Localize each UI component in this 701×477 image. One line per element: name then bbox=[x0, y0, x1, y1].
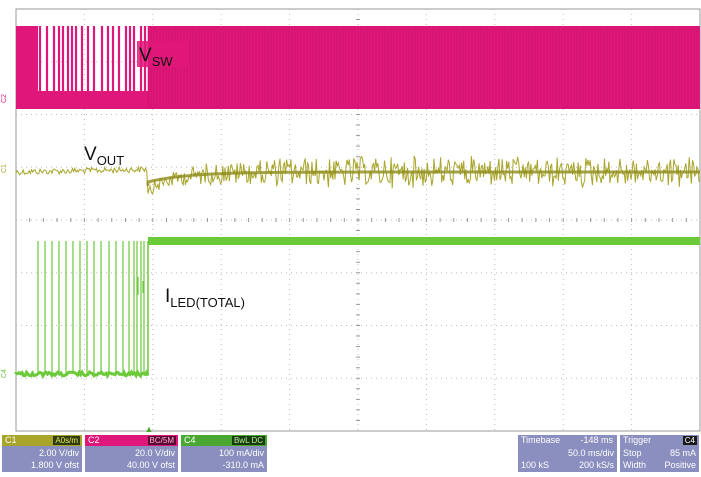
c1-header: C1 A0s/m bbox=[2, 435, 82, 446]
timebase-label: Timebase bbox=[521, 435, 561, 445]
timebase-header: Timebase -148 ms bbox=[518, 435, 617, 446]
center-ticks bbox=[15, 8, 701, 432]
trigger-body: Stop 85 mA Width Positive bbox=[620, 446, 699, 472]
trigger-position-icon: ▲ bbox=[145, 424, 154, 434]
c4-name: C4 bbox=[184, 435, 196, 445]
iled-trace-high bbox=[148, 237, 700, 245]
trigger-tag: C4 bbox=[682, 436, 697, 445]
marker-c1: C1 bbox=[1, 164, 8, 173]
c2-name: C2 bbox=[88, 435, 100, 445]
series-labels: VSW VOUT ILED(TOTAL) bbox=[84, 41, 245, 310]
label-iled: ILED(TOTAL) bbox=[165, 286, 245, 310]
trigger-type-label: Width bbox=[623, 460, 647, 470]
traces bbox=[14, 26, 700, 380]
iled-trace-ringing bbox=[133, 277, 144, 295]
c4-tag: BwL DC bbox=[231, 436, 265, 445]
iled-trace-pulses bbox=[37, 241, 145, 374]
c4-body: 100 mA/div -310.0 mA bbox=[181, 446, 267, 472]
timebase-panel: Timebase -148 ms 50.0 ms/div 100 kS 200 k… bbox=[518, 435, 617, 473]
c4-header: C4 BwL DC bbox=[181, 435, 267, 446]
timebase-value: -148 ms bbox=[580, 435, 613, 445]
c1-body: 2.00 V/div 1.800 V ofst bbox=[2, 446, 82, 472]
grid bbox=[15, 8, 701, 432]
vsw-trace-start bbox=[16, 26, 38, 109]
c1-tag: A0s/m bbox=[53, 436, 80, 445]
vout-trace-mean bbox=[146, 170, 700, 186]
trigger-type-value: Positive bbox=[664, 460, 696, 470]
timebase-body: 50.0 ms/div 100 kS 200 kS/s bbox=[518, 446, 617, 472]
c2-tag: BC/5M bbox=[147, 436, 176, 445]
c1-name: C1 bbox=[5, 435, 17, 445]
c2-body: 20.0 V/div 40.00 V ofst bbox=[85, 446, 178, 472]
trigger-header: Trigger C4 bbox=[620, 435, 699, 446]
trigger-mode-label: Stop bbox=[623, 448, 642, 458]
trigger-mode-value: 85 mA bbox=[669, 448, 696, 458]
vsw-trace-texture bbox=[147, 26, 698, 109]
iled-trace-low bbox=[14, 368, 150, 380]
c4-panel: C4 BwL DC 100 mA/div -310.0 mA bbox=[181, 435, 267, 473]
c2-header: C2 BC/5M bbox=[85, 435, 178, 446]
c4-scale: 100 mA/div bbox=[218, 448, 264, 458]
c1-panel: C1 A0s/m 2.00 V/div 1.800 V ofst bbox=[2, 435, 82, 473]
c1-offset: 1.800 V ofst bbox=[30, 460, 79, 470]
timebase-samples: 100 kS bbox=[521, 460, 550, 470]
c1-scale: 2.00 V/div bbox=[38, 448, 79, 458]
vsw-trace-burst bbox=[38, 26, 147, 109]
trigger-label: Trigger bbox=[623, 435, 652, 445]
timebase-rate: 200 kS/s bbox=[578, 460, 614, 470]
marker-c4: C4 bbox=[1, 369, 8, 378]
c2-panel: C2 BC/5M 20.0 V/div 40.00 V ofst bbox=[85, 435, 178, 473]
label-vout: VOUT bbox=[84, 144, 124, 168]
marker-c2: C2 bbox=[1, 94, 8, 103]
c4-offset: -310.0 mA bbox=[222, 460, 264, 470]
c2-scale: 20.0 V/div bbox=[134, 448, 175, 458]
c2-offset: 40.00 V ofst bbox=[126, 460, 175, 470]
timebase-div: 50.0 ms/div bbox=[567, 448, 614, 458]
trigger-panel: Trigger C4 Stop 85 mA Width Positive bbox=[620, 435, 699, 473]
label-vsw-bg bbox=[137, 41, 189, 67]
channel-markers: C2 C1 C4 ▲ bbox=[1, 94, 153, 434]
vout-trace bbox=[15, 155, 700, 195]
label-vsw: VSW bbox=[139, 45, 173, 69]
